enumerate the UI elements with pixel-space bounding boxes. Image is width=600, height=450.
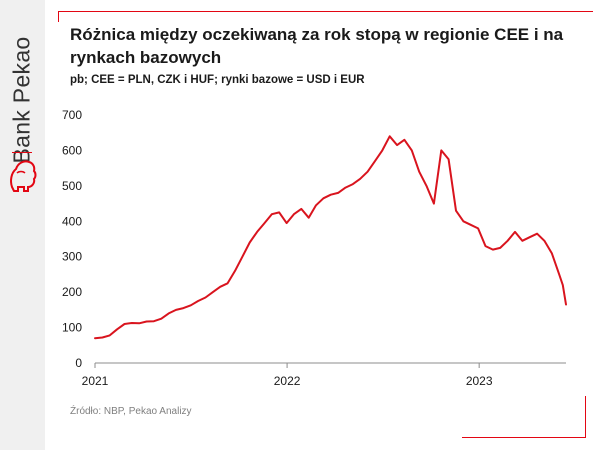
y-tick-label: 0	[75, 356, 82, 370]
brand-separator	[12, 152, 32, 153]
frame-bottom-line	[462, 437, 586, 438]
chart-title: Różnica między oczekiwaną za rok stopą w…	[70, 25, 564, 67]
bison-logo-icon	[10, 160, 37, 192]
series-line	[94, 135, 567, 340]
frame-top-line	[58, 11, 593, 12]
y-tick-label: 600	[62, 143, 82, 157]
x-tick-label: 2021	[82, 374, 109, 388]
y-tick-label: 400	[62, 214, 82, 228]
y-tick-label: 500	[62, 179, 82, 193]
chart-subtitle: pb; CEE = PLN, CZK i HUF; rynki bazowe =…	[70, 74, 365, 86]
y-tick-label: 200	[62, 285, 82, 299]
x-tick-label: 2023	[466, 374, 493, 388]
sidebar: Bank Pekao	[0, 0, 45, 450]
source-note: Źródło: NBP, Pekao Analizy	[70, 406, 192, 417]
y-tick-label: 700	[62, 108, 82, 122]
y-tick-label: 100	[62, 321, 82, 335]
frame-bottom-corner	[585, 396, 586, 438]
chart-axes: 0 100 200 300 400 500 600 700 2021 2022 2023	[62, 108, 566, 388]
frame-top-corner	[58, 11, 59, 22]
y-tick-label: 300	[62, 250, 82, 264]
x-tick-label: 2022	[274, 374, 301, 388]
chart-plot	[94, 135, 567, 340]
